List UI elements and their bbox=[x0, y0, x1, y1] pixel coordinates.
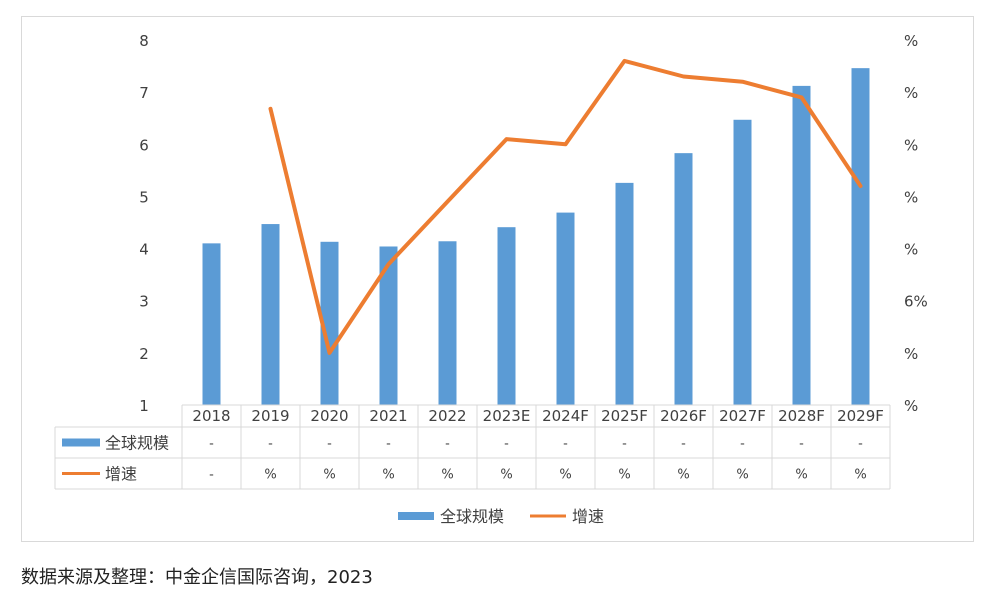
bar bbox=[202, 243, 221, 405]
category-label: 2029F bbox=[837, 407, 884, 425]
legend-key bbox=[398, 512, 434, 520]
table-cell: - bbox=[209, 437, 214, 452]
table-cell: - bbox=[504, 437, 509, 452]
category-label: 2020 bbox=[310, 407, 348, 425]
table-row-label: 全球规模 bbox=[105, 434, 169, 453]
left-axis-tick-label: 2 bbox=[139, 345, 149, 363]
table-cell: - bbox=[681, 437, 686, 452]
category-label: 2022 bbox=[428, 407, 466, 425]
bar bbox=[438, 241, 457, 405]
category-label: 2025F bbox=[601, 407, 648, 425]
legend-label: 全球规模 bbox=[440, 507, 504, 526]
table-cell: - bbox=[740, 437, 745, 452]
right-axis-tick-label: % bbox=[904, 84, 918, 102]
table-legend-key bbox=[62, 438, 100, 447]
table-cell: - bbox=[327, 437, 332, 452]
table-cell: % bbox=[677, 468, 689, 483]
right-axis-tick-label: % bbox=[904, 136, 918, 154]
table-cell: % bbox=[795, 468, 807, 483]
bar bbox=[379, 246, 398, 405]
bar bbox=[851, 68, 870, 406]
category-label: 2018 bbox=[192, 407, 230, 425]
table-cell: - bbox=[209, 468, 214, 483]
table-cell: % bbox=[441, 468, 453, 483]
table-row-label: 增速 bbox=[105, 465, 137, 484]
table-cell: % bbox=[323, 468, 335, 483]
bar bbox=[733, 119, 752, 406]
bar bbox=[556, 212, 575, 405]
bar bbox=[674, 153, 693, 405]
right-axis-tick-label: % bbox=[904, 32, 918, 50]
left-axis-tick-label: 3 bbox=[139, 293, 149, 311]
right-axis-tick-label: % bbox=[904, 397, 918, 415]
table-cell: - bbox=[799, 437, 804, 452]
right-axis-tick-label: % bbox=[904, 345, 918, 363]
table-cell: % bbox=[736, 468, 748, 483]
table-cell: - bbox=[445, 437, 450, 452]
table-cell: - bbox=[563, 437, 568, 452]
left-axis-tick-label: 5 bbox=[139, 188, 149, 206]
left-axis-tick-label: 4 bbox=[139, 241, 149, 259]
source-note: 数据来源及整理：中金企信国际咨询，2023 bbox=[21, 567, 373, 588]
category-label: 2027F bbox=[719, 407, 766, 425]
bar bbox=[261, 224, 280, 405]
left-axis-tick-label: 8 bbox=[139, 32, 149, 50]
bar bbox=[792, 85, 811, 405]
table-cell: % bbox=[264, 468, 276, 483]
table-cell: - bbox=[386, 437, 391, 452]
bar bbox=[320, 241, 339, 405]
left-axis-tick-label: 1 bbox=[139, 397, 149, 415]
table-cell: - bbox=[268, 437, 273, 452]
right-axis-tick-label: % bbox=[904, 188, 918, 206]
table-cell: - bbox=[858, 437, 863, 452]
right-axis-tick-label: % bbox=[904, 241, 918, 259]
left-axis-tick-label: 7 bbox=[139, 84, 149, 102]
legend-label: 增速 bbox=[572, 507, 604, 526]
table-cell: % bbox=[618, 468, 630, 483]
right-axis-tick-label: 6% bbox=[904, 293, 928, 311]
table-cell: % bbox=[854, 468, 866, 483]
table-cell: - bbox=[622, 437, 627, 452]
category-label: 2019 bbox=[251, 407, 289, 425]
category-label: 2023E bbox=[483, 407, 531, 425]
bar bbox=[615, 182, 634, 405]
table-cell: % bbox=[500, 468, 512, 483]
category-label: 2026F bbox=[660, 407, 707, 425]
table-cell: % bbox=[382, 468, 394, 483]
bar bbox=[497, 227, 516, 405]
table-cell: % bbox=[559, 468, 571, 483]
category-label: 2024F bbox=[542, 407, 589, 425]
category-label: 2021 bbox=[369, 407, 407, 425]
left-axis-tick-label: 6 bbox=[139, 136, 149, 154]
category-label: 2028F bbox=[778, 407, 825, 425]
